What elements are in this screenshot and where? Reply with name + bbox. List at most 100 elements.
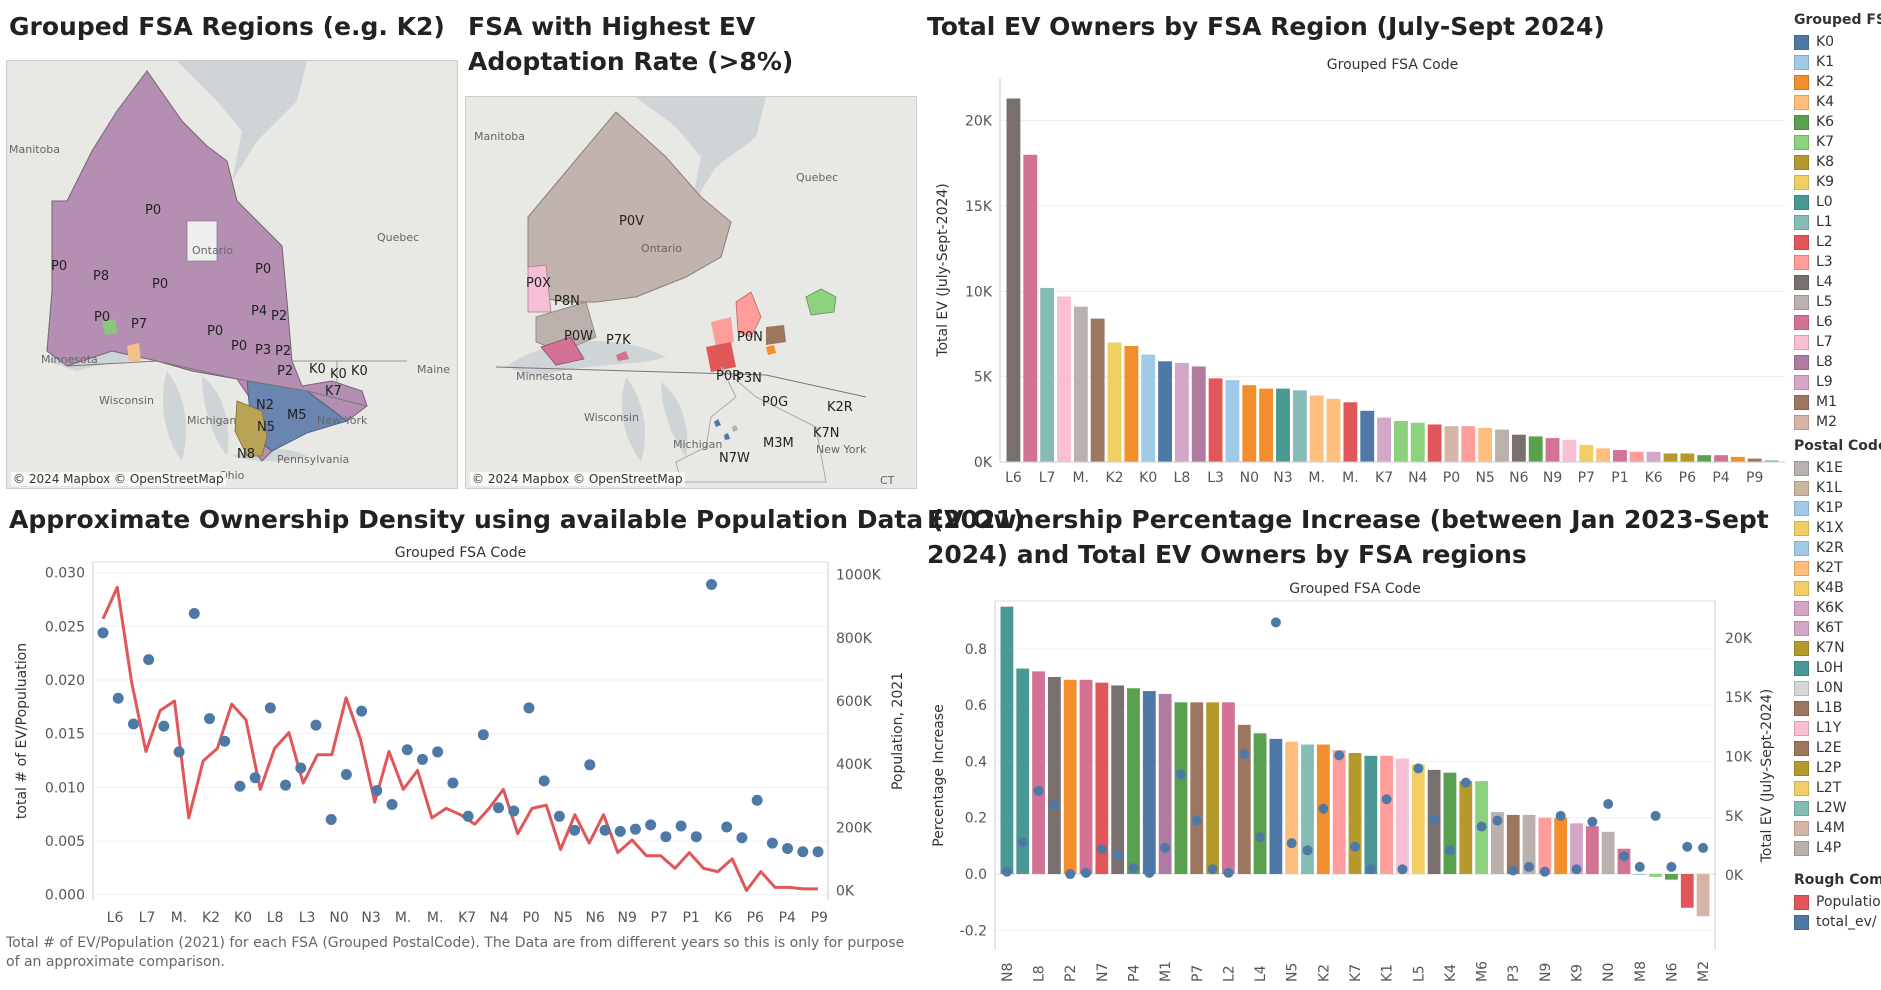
- increase-bar: [1364, 755, 1378, 875]
- density-x-tick-label: N9: [618, 910, 637, 926]
- map1-title: Grouped FSA Regions (e.g. K2): [9, 12, 445, 41]
- map1-place-michigan: Michigan: [187, 414, 236, 427]
- highest-adoption-map[interactable]: Manitoba Quebec Ontario Minnesota Wiscon…: [465, 96, 917, 489]
- legend-postal-swatch: [1794, 720, 1809, 736]
- legend-rough-item[interactable]: total_ev/: [1792, 912, 1881, 932]
- ev-density-point: [508, 805, 520, 817]
- legend-postal-item[interactable]: K1L: [1792, 478, 1881, 498]
- density-y-tick-label: 0.010: [45, 780, 85, 796]
- legend-grouped-item[interactable]: K8: [1792, 152, 1881, 172]
- ev-density-point: [219, 735, 231, 747]
- ev-density-point: [523, 702, 535, 714]
- legend-grouped-item[interactable]: K7: [1792, 132, 1881, 152]
- bar-x-tick-label: M.: [1308, 470, 1325, 486]
- legend-postal-item[interactable]: L0H: [1792, 658, 1881, 678]
- legend-postal-item[interactable]: K4B: [1792, 578, 1881, 598]
- increase-bar: [1222, 702, 1235, 875]
- total-ev-bar-chart[interactable]: Grouped FSA Code 0K 5K 10K 15K 20K Total EV (J…: [925, 52, 1787, 492]
- map2-fsa-label: P8N: [554, 294, 580, 309]
- legend-postal-label: K1P: [1816, 500, 1843, 516]
- legend-grouped-item[interactable]: M2: [1792, 412, 1881, 432]
- map1-fsa-label: P0: [255, 262, 271, 277]
- legend-postal-item[interactable]: L4M: [1792, 818, 1881, 838]
- legend-postal-label: K1L: [1816, 480, 1842, 496]
- legend-grouped-item[interactable]: M1: [1792, 392, 1881, 412]
- increase-bar: [1269, 738, 1283, 875]
- ev-density-point: [614, 825, 626, 837]
- grouped-fsa-map[interactable]: Manitoba Quebec Ontario Minnesota Wiscon…: [6, 60, 458, 489]
- bar: [1427, 424, 1442, 462]
- legend-postal-item[interactable]: K1P: [1792, 498, 1881, 518]
- total-ev-point: [1160, 842, 1171, 853]
- legend-postal-swatch: [1794, 820, 1809, 836]
- bar-x-tick-label: N6: [1509, 470, 1528, 486]
- ev-density-point: [386, 799, 398, 811]
- bar: [1646, 451, 1661, 462]
- legend-rough-item[interactable]: Population: [1792, 892, 1881, 912]
- legend-grouped-item[interactable]: K6: [1792, 112, 1881, 132]
- legend-grouped-label: K6: [1816, 114, 1835, 130]
- ev-density-point: [249, 772, 261, 784]
- map2-canvas: Manitoba Quebec Ontario Minnesota Wiscon…: [466, 97, 916, 488]
- legend-postal-item[interactable]: K7N: [1792, 638, 1881, 658]
- legend-postal-item[interactable]: K6T: [1792, 618, 1881, 638]
- legend-postal-item[interactable]: L1B: [1792, 698, 1881, 718]
- total-ev-point: [1033, 785, 1044, 796]
- map1-fsa-label: N8: [237, 447, 255, 462]
- legend-grouped-item[interactable]: L2: [1792, 232, 1881, 252]
- legend-postal-item[interactable]: L0N: [1792, 678, 1881, 698]
- map1-place-wisconsin: Wisconsin: [99, 394, 154, 407]
- map2-fsa-label: P0R: [716, 369, 741, 384]
- legend-postal-item[interactable]: K2R: [1792, 538, 1881, 558]
- legend-postal-item[interactable]: K6K: [1792, 598, 1881, 618]
- legend-grouped-item[interactable]: L3: [1792, 252, 1881, 272]
- map2-place-new-york: New York: [816, 443, 867, 456]
- total-ev-point: [1555, 810, 1566, 821]
- ev-density-point: [173, 746, 185, 758]
- ev-density-point: [356, 705, 368, 717]
- legend-grouped-swatch: [1794, 234, 1809, 250]
- legend-grouped-item[interactable]: L5: [1792, 292, 1881, 312]
- increase-x-tick-label: P3: [1506, 965, 1522, 982]
- legend-postal-item[interactable]: L1Y: [1792, 718, 1881, 738]
- legend-postal-item[interactable]: L2W: [1792, 798, 1881, 818]
- increase-y2-tick-label: 0K: [1725, 868, 1744, 884]
- ev-density-point: [706, 579, 718, 591]
- legend-grouped-item[interactable]: K1: [1792, 52, 1881, 72]
- legend-grouped-item[interactable]: L0: [1792, 192, 1881, 212]
- legend-postal-item[interactable]: L2T: [1792, 778, 1881, 798]
- legend-grouped-item[interactable]: L9: [1792, 372, 1881, 392]
- bar-chart-header: Grouped FSA Code: [1327, 57, 1458, 73]
- total-ev-point: [1682, 841, 1693, 852]
- legend-grouped-item[interactable]: K4: [1792, 92, 1881, 112]
- percentage-increase-chart[interactable]: Grouped FSA Code -0.2 0.0 0.2 0.4 0.6 0.8 0K 5K 1…: [925, 575, 1787, 990]
- total-ev-point: [1444, 845, 1455, 856]
- legend-grouped-item[interactable]: K0: [1792, 32, 1881, 52]
- legend-grouped-item[interactable]: L7: [1792, 332, 1881, 352]
- legend-postal-label: L0H: [1816, 660, 1844, 676]
- legend-grouped-item[interactable]: L4: [1792, 272, 1881, 292]
- bar: [1680, 453, 1695, 462]
- increase-x-tick-label: N0: [1601, 963, 1617, 982]
- map1-place-new-york: New York: [317, 414, 368, 427]
- legend-postal-item[interactable]: L2P: [1792, 758, 1881, 778]
- ownership-density-chart[interactable]: Grouped FSA Code 0.000 0.005 0.010 0.015 0.02…: [0, 540, 915, 930]
- legend-postal-label: K1X: [1816, 520, 1844, 536]
- legend-grouped-item[interactable]: L1: [1792, 212, 1881, 232]
- map1-place-minnesota: Minnesota: [41, 353, 98, 366]
- legend-postal-item[interactable]: L2E: [1792, 738, 1881, 758]
- total-ev-point: [1350, 841, 1360, 852]
- legend-postal-swatch: [1794, 840, 1809, 856]
- legend-postal-swatch: [1794, 480, 1809, 496]
- legend-grouped-item[interactable]: K9: [1792, 172, 1881, 192]
- legend-grouped-item[interactable]: L6: [1792, 312, 1881, 332]
- bar-x-tick-label: M.: [1342, 470, 1359, 486]
- legend-postal-item[interactable]: K2T: [1792, 558, 1881, 578]
- legend-postal-item[interactable]: L4P: [1792, 838, 1881, 858]
- legend-grouped-item[interactable]: K2: [1792, 72, 1881, 92]
- increase-bar: [1079, 679, 1093, 875]
- legend-postal-swatch: [1794, 700, 1809, 716]
- legend-postal-item[interactable]: K1X: [1792, 518, 1881, 538]
- legend-grouped-item[interactable]: L8: [1792, 352, 1881, 372]
- legend-postal-item[interactable]: K1E: [1792, 458, 1881, 478]
